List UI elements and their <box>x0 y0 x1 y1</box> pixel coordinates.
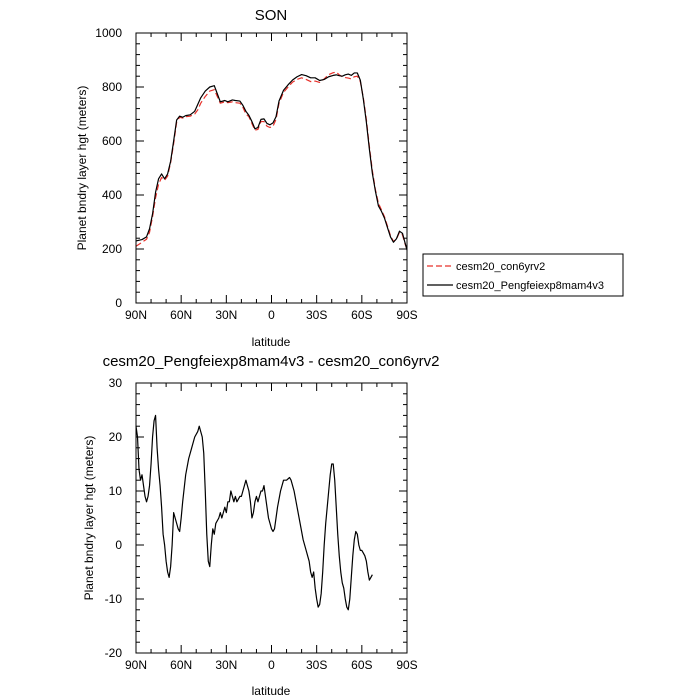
bottom-y-tick-label: 20 <box>109 430 123 444</box>
top-y-axis-label: Planet bndry layer hgt (meters) <box>75 86 89 251</box>
top-panel: SON 90N 60N 30N 0 30S 60S 90S 0 200 400 600 800 100… <box>75 7 418 349</box>
bottom-x-tick-label: 0 <box>268 658 275 672</box>
bottom-y-tick-label: -20 <box>105 646 123 660</box>
top-x-tick-label: 60N <box>170 308 192 322</box>
top-x-tick-label: 60S <box>351 308 372 322</box>
bottom-y-tick-label: 30 <box>109 376 123 390</box>
legend-box <box>422 253 624 297</box>
bottom-x-tick-label: 60N <box>170 658 192 672</box>
top-x-ticks: 90N 60N 30N 0 30S 60S 90S <box>125 33 418 322</box>
top-x-axis-label: latitude <box>252 335 291 349</box>
bottom-panel: cesm20_Pengfeiexp8mam4v3 - cesm20_con6yr… <box>82 353 439 698</box>
top-y-tick-label: 0 <box>115 296 122 310</box>
top-y-tick-label: 600 <box>102 134 122 148</box>
legend-label-series-1: cesm20_con6yrv2 <box>456 261 545 273</box>
legend: cesm20_con6yrv2 cesm20_Pengfeiexp8mam4v3 <box>422 253 624 297</box>
top-x-tick-label: 0 <box>268 308 275 322</box>
bottom-x-axis-label: latitude <box>252 684 291 698</box>
top-x-tick-label: 30N <box>215 308 237 322</box>
top-lines <box>135 71 408 251</box>
bottom-x-ticks: 90N 60N 30N 0 30S 60S 90S <box>125 383 418 672</box>
bottom-lines <box>135 414 373 611</box>
bottom-chart-title: cesm20_Pengfeiexp8mam4v3 - cesm20_con6yr… <box>103 353 440 370</box>
top-series-line-2 <box>135 72 408 251</box>
top-x-tick-label: 30S <box>306 308 327 322</box>
top-x-tick-label: 90S <box>396 308 417 322</box>
top-y-tick-label: 1000 <box>95 26 122 40</box>
top-y-tick-label: 800 <box>102 80 122 94</box>
bottom-series-line-1 <box>135 414 373 611</box>
bottom-x-tick-label: 90N <box>125 658 147 672</box>
top-y-tick-label: 400 <box>102 188 122 202</box>
top-y-ticks: 0 200 400 600 800 1000 <box>95 26 407 310</box>
bottom-y-ticks: -20 -10 0 10 20 30 <box>105 376 407 660</box>
bottom-plot-frame <box>135 382 408 654</box>
bottom-y-tick-label: 0 <box>115 538 122 552</box>
top-chart-title: SON <box>255 7 288 24</box>
bottom-y-tick-label: -10 <box>105 592 123 606</box>
top-plot-frame <box>135 32 408 304</box>
top-x-tick-label: 90N <box>125 308 147 322</box>
bottom-y-axis-label: Planet bndry layer hgt (meters) <box>82 436 96 601</box>
top-y-tick-label: 200 <box>102 242 122 256</box>
bottom-x-tick-label: 90S <box>396 658 417 672</box>
top-series-line-1 <box>135 71 408 250</box>
legend-label-series-2: cesm20_Pengfeiexp8mam4v3 <box>456 280 604 292</box>
bottom-x-tick-label: 60S <box>351 658 372 672</box>
bottom-y-tick-label: 10 <box>109 484 123 498</box>
bottom-x-tick-label: 30N <box>215 658 237 672</box>
bottom-x-tick-label: 30S <box>306 658 327 672</box>
